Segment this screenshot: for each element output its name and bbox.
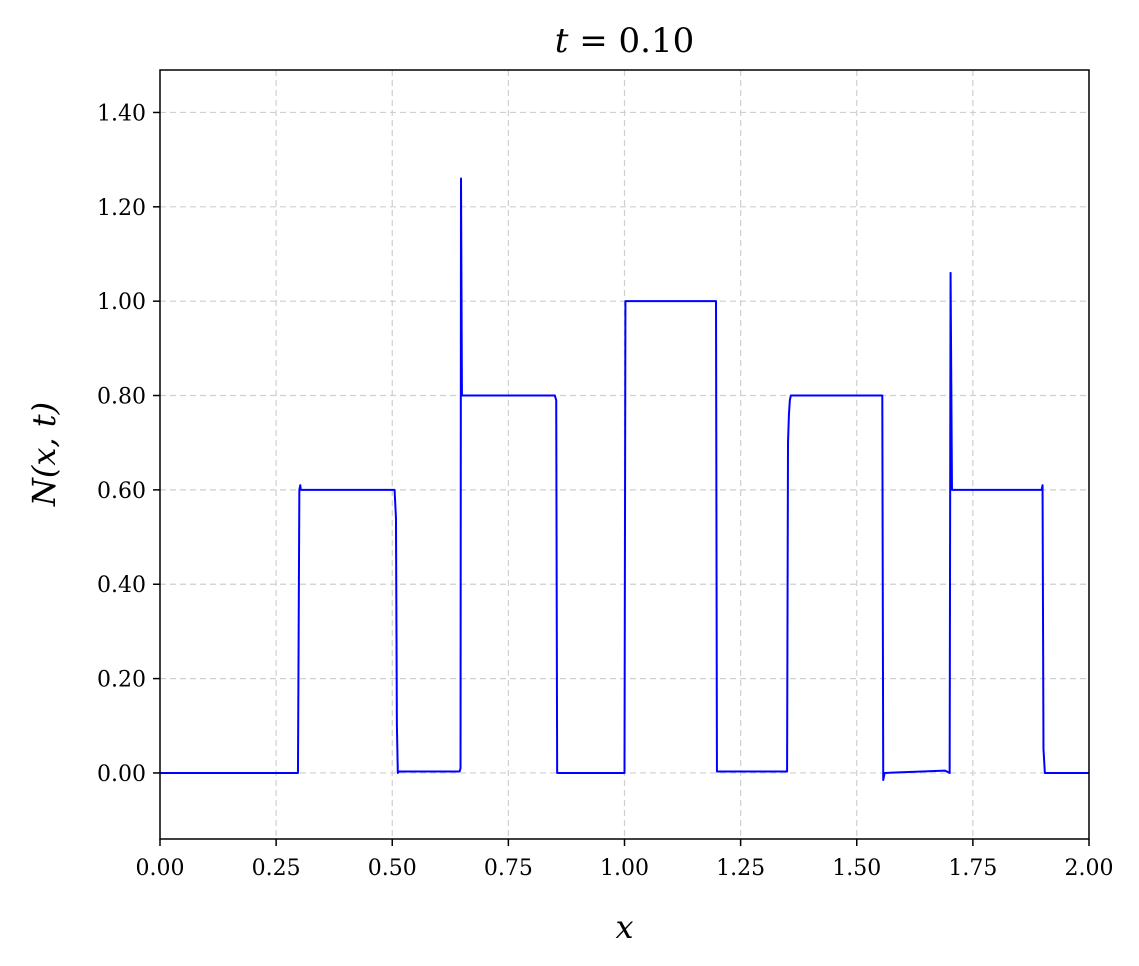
x-tick-label: 0.50 <box>368 856 417 881</box>
title-variable: t <box>555 21 569 61</box>
y-tick-label: 0.60 <box>97 479 146 504</box>
y-tick-label: 1.20 <box>97 196 146 221</box>
y-axis: 0.00 0.20 0.40 0.60 0.80 1.00 1.20 1.40 <box>97 101 160 787</box>
x-tick-label: 2.00 <box>1065 856 1114 881</box>
x-axis-label: x <box>615 908 633 946</box>
y-tick-label: 1.40 <box>97 101 146 126</box>
x-tick-label: 0.25 <box>252 856 301 881</box>
y-tick-label: 0.20 <box>97 668 146 693</box>
x-tick-label: 1.00 <box>600 856 649 881</box>
y-tick-label: 0.00 <box>97 762 146 787</box>
y-tick-label: 0.40 <box>97 573 146 598</box>
title-value: 0.10 <box>619 21 695 61</box>
x-tick-label: 1.25 <box>716 856 765 881</box>
y-tick-label: 0.80 <box>97 385 146 410</box>
x-tick-label: 1.50 <box>832 856 881 881</box>
y-axis-label: N(x, t) <box>25 402 63 507</box>
x-tick-label: 0.75 <box>484 856 533 881</box>
x-tick-label: 1.75 <box>948 856 997 881</box>
x-axis: 0.00 0.25 0.50 0.75 1.00 1.25 1.50 1.75 2.00 <box>136 839 1114 881</box>
series-layer <box>160 177 1089 782</box>
chart-title: t = 0.10 <box>555 21 694 61</box>
title-equals: = <box>568 21 618 61</box>
series-line <box>160 177 1089 782</box>
x-tick-label: 0.00 <box>136 856 185 881</box>
y-tick-label: 1.00 <box>97 290 146 315</box>
